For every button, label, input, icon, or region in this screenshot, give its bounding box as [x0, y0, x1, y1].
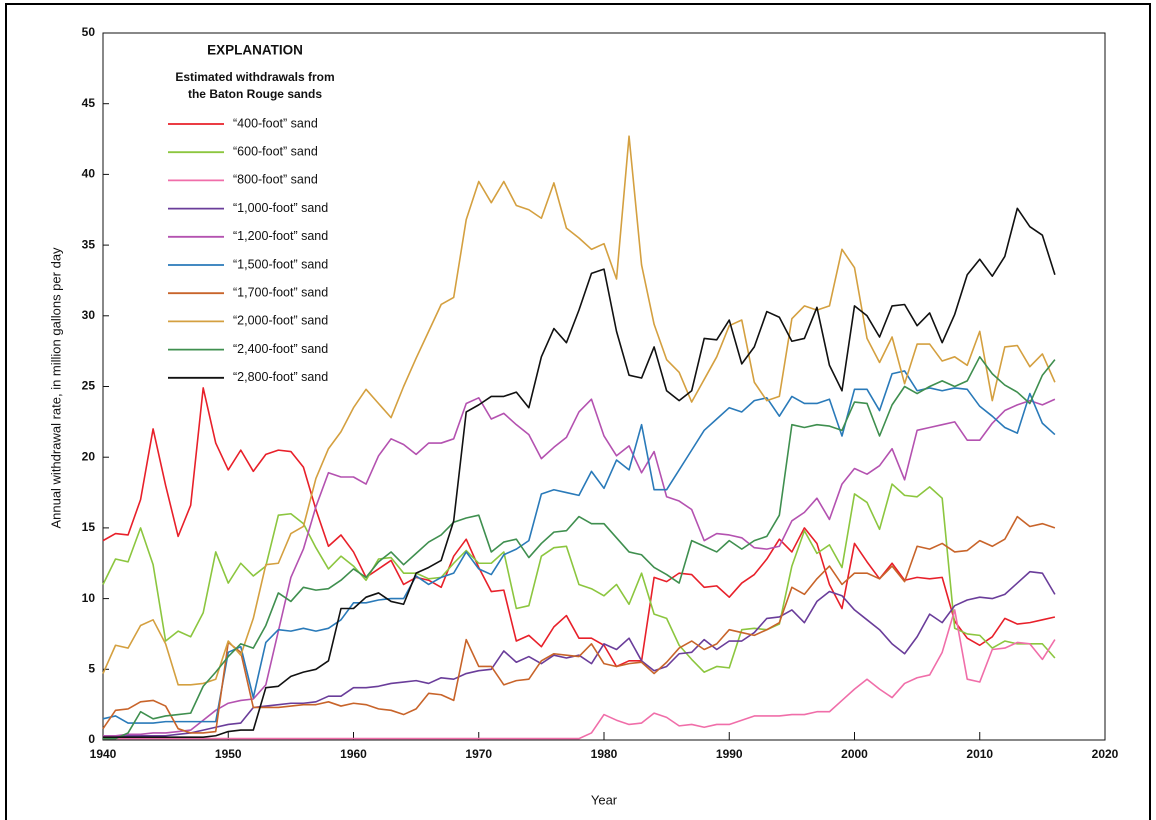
legend-label: “1,500-foot” sand	[233, 257, 328, 271]
legend-label: “800-foot” sand	[233, 173, 318, 187]
y-tick-label: 30	[82, 308, 96, 322]
x-tick-label: 1980	[591, 747, 618, 761]
x-tick-label: 1960	[340, 747, 367, 761]
y-tick-label: 25	[82, 379, 96, 393]
legend-subtitle: Estimated withdrawals from	[175, 70, 334, 84]
x-tick-label: 2020	[1092, 747, 1119, 761]
y-tick-label: 35	[82, 237, 96, 251]
legend-label: “2,400-foot” sand	[233, 342, 328, 356]
x-tick-label: 1940	[90, 747, 117, 761]
data-line	[102, 483, 1056, 673]
legend-label: “2,000-foot” sand	[233, 314, 328, 328]
y-tick-label: 15	[82, 520, 96, 534]
data-line	[102, 387, 1056, 668]
x-tick-label: 1950	[215, 747, 242, 761]
legend-label: “1,700-foot” sand	[233, 285, 328, 299]
data-line	[103, 570, 1056, 737]
y-tick-label: 20	[82, 449, 96, 463]
x-tick-label: 2010	[966, 747, 993, 761]
y-tick-label: 0	[88, 732, 95, 746]
legend-label: “600-foot” sand	[233, 144, 318, 158]
y-tick-label: 5	[88, 661, 95, 675]
x-tick-label: 1990	[716, 747, 743, 761]
legend-subtitle: the Baton Rouge sands	[188, 87, 322, 101]
legend-label: “2,800-foot” sand	[233, 370, 328, 384]
data-line	[102, 370, 1056, 724]
y-axis-label: Annual withdrawal rate, in million gallo…	[48, 247, 63, 529]
data-line	[102, 135, 1056, 686]
y-tick-label: 45	[82, 96, 96, 110]
legend-label: “1,200-foot” sand	[233, 229, 328, 243]
y-tick-label: 40	[82, 167, 96, 181]
y-tick-label: 10	[82, 591, 96, 605]
legend-label: “400-foot” sand	[233, 116, 318, 130]
data-line	[103, 397, 1056, 737]
x-tick-label: 2000	[841, 747, 868, 761]
x-tick-label: 1970	[465, 747, 492, 761]
x-axis-label: Year	[591, 792, 618, 807]
frame	[5, 3, 1151, 820]
data-line	[103, 609, 1056, 740]
legend-title: EXPLANATION	[207, 43, 303, 58]
y-tick-label: 50	[82, 25, 96, 39]
legend-label: “1,000-foot” sand	[233, 201, 328, 215]
data-line	[102, 515, 1056, 734]
data-line	[103, 207, 1056, 738]
data-line	[103, 356, 1056, 740]
